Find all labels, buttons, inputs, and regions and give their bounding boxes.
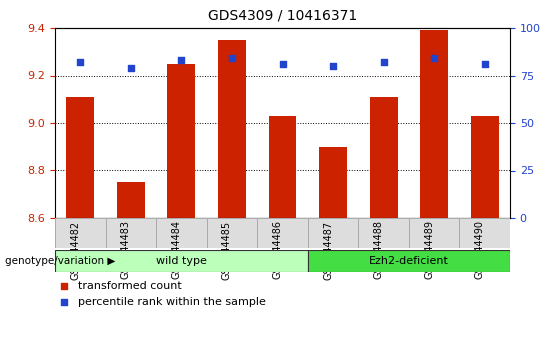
- Bar: [370, 97, 397, 218]
- Text: GSM744489: GSM744489: [424, 221, 434, 279]
- Text: GSM744483: GSM744483: [121, 221, 131, 279]
- FancyBboxPatch shape: [308, 218, 359, 248]
- Text: wild type: wild type: [156, 256, 207, 266]
- FancyBboxPatch shape: [308, 250, 510, 272]
- FancyBboxPatch shape: [207, 218, 257, 248]
- Text: GSM744482: GSM744482: [70, 221, 80, 280]
- Point: [60, 299, 69, 305]
- Bar: [420, 30, 448, 218]
- FancyBboxPatch shape: [55, 218, 105, 248]
- Bar: [319, 147, 347, 218]
- FancyBboxPatch shape: [409, 218, 460, 248]
- Point: [379, 59, 388, 65]
- FancyBboxPatch shape: [257, 218, 308, 248]
- Bar: [117, 182, 145, 218]
- Bar: [471, 116, 498, 218]
- Text: GSM744490: GSM744490: [475, 221, 485, 279]
- Bar: [268, 116, 296, 218]
- Bar: [66, 97, 94, 218]
- Point: [177, 57, 186, 63]
- Point: [430, 56, 438, 61]
- Bar: [218, 40, 246, 218]
- Point: [126, 65, 135, 71]
- Point: [329, 63, 338, 69]
- FancyBboxPatch shape: [156, 218, 207, 248]
- Title: GDS4309 / 10416371: GDS4309 / 10416371: [208, 8, 357, 23]
- Point: [228, 56, 237, 61]
- FancyBboxPatch shape: [55, 250, 308, 272]
- Text: GSM744488: GSM744488: [374, 221, 383, 279]
- Point: [481, 61, 489, 67]
- Text: percentile rank within the sample: percentile rank within the sample: [78, 297, 266, 307]
- Text: genotype/variation ▶: genotype/variation ▶: [5, 256, 116, 266]
- Text: GSM744487: GSM744487: [323, 221, 333, 280]
- FancyBboxPatch shape: [105, 218, 156, 248]
- Text: GSM744485: GSM744485: [222, 221, 232, 280]
- Point: [278, 61, 287, 67]
- Text: transformed count: transformed count: [78, 281, 181, 291]
- Text: GSM744486: GSM744486: [273, 221, 282, 279]
- Text: GSM744484: GSM744484: [171, 221, 181, 279]
- FancyBboxPatch shape: [359, 218, 409, 248]
- Bar: [167, 64, 195, 218]
- FancyBboxPatch shape: [460, 218, 510, 248]
- Point: [60, 283, 69, 289]
- Point: [76, 59, 85, 65]
- Text: Ezh2-deficient: Ezh2-deficient: [369, 256, 449, 266]
